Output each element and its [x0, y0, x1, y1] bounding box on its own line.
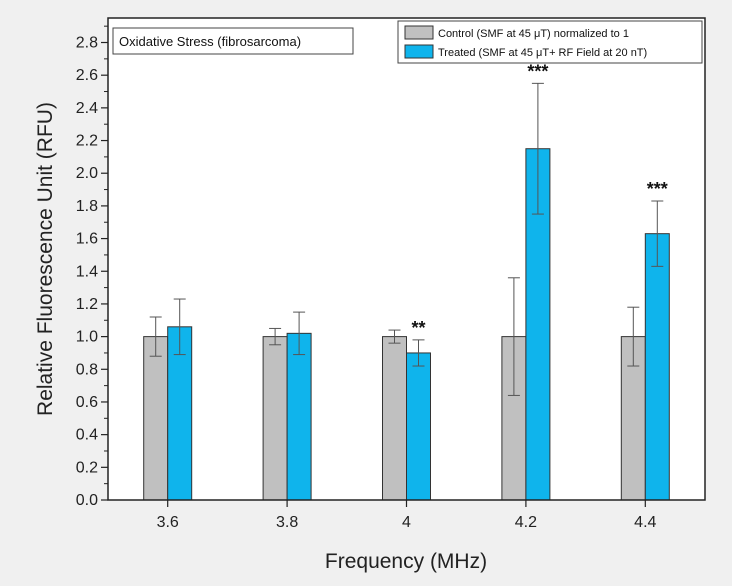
y-axis-title: Relative Fluorescence Unit (RFU) [34, 102, 57, 416]
significance-marker-4: ** [411, 318, 425, 338]
chart-title: Oxidative Stress (fibrosarcoma) [119, 34, 301, 49]
labels-layer: Frequency (MHz) Relative Fluorescence Un… [34, 102, 487, 573]
x-tick-label-3.6: 3.6 [157, 514, 179, 531]
bars-layer: ******** [143, 61, 670, 501]
bar-treated-3.8 [286, 332, 312, 501]
y-tick-label-1.8: 1.8 [76, 198, 98, 215]
bar-control-3.6 [143, 336, 169, 501]
axes-layer: 0.0 0.2 0.4 0.6 0.8 1.0 1.2 1.4 1.6 1.8 2.0 2.2 2.4 2… [76, 17, 706, 531]
legend-label-treated: Treated (SMF at 45 μT+ RF Field at 20 nT… [438, 47, 647, 59]
legend: Control (SMF at 45 μT) normalized to 1 T… [397, 20, 703, 64]
x-tick-label-3.8: 3.8 [276, 514, 298, 531]
title-box-border [112, 27, 354, 55]
y-tick-label-1.4: 1.4 [76, 263, 98, 280]
y-tick-label-1.6: 1.6 [76, 231, 98, 248]
error-bar-treated-4.2 [531, 82, 544, 215]
legend-label-control: Control (SMF at 45 μT) normalized to 1 [438, 28, 629, 40]
bar-control-4 [382, 336, 407, 501]
error-bar-control-3.8 [269, 327, 282, 346]
significance-marker-4.2: *** [527, 61, 548, 81]
error-bar-control-4.2 [507, 277, 520, 396]
bar-treated-4.4 [644, 233, 670, 501]
y-tick-label-1.2: 1.2 [76, 296, 98, 313]
x-axis-title: Frequency (MHz) [325, 550, 487, 573]
error-bar-control-4 [388, 329, 401, 344]
legend-swatch-control [404, 25, 434, 40]
significance-marker-4.4: *** [647, 179, 668, 199]
error-bar-control-3.6 [149, 316, 162, 357]
error-bar-treated-4.4 [651, 200, 664, 267]
y-tick-label-0.4: 0.4 [76, 427, 98, 444]
y-tick-label-0.8: 0.8 [76, 361, 98, 378]
y-tick-label-0.0: 0.0 [76, 492, 98, 509]
error-bar-control-4.4 [627, 306, 640, 367]
y-tick-label-2.0: 2.0 [76, 165, 98, 182]
y-tick-label-2.8: 2.8 [76, 35, 98, 52]
y-tick-label-2.2: 2.2 [76, 133, 98, 150]
y-tick-label-0.6: 0.6 [76, 394, 98, 411]
y-tick-label-0.2: 0.2 [76, 459, 98, 476]
error-bar-treated-3.8 [293, 311, 306, 356]
y-tick-label-2.4: 2.4 [76, 100, 98, 117]
chart-title-box: Oxidative Stress (fibrosarcoma) [112, 27, 354, 55]
x-tick-label-4.2: 4.2 [515, 514, 537, 531]
legend-swatch-treated [404, 44, 434, 59]
error-bar-treated-4 [412, 339, 425, 367]
bar-treated-4 [406, 352, 431, 501]
x-tick-label-4: 4 [402, 514, 411, 531]
x-tick-label-4.4: 4.4 [634, 514, 656, 531]
error-bar-treated-3.6 [173, 298, 186, 356]
y-tick-label-2.6: 2.6 [76, 67, 98, 84]
y-tick-label-1.0: 1.0 [76, 329, 98, 346]
legend-border [397, 20, 703, 64]
bar-control-3.8 [262, 336, 288, 501]
